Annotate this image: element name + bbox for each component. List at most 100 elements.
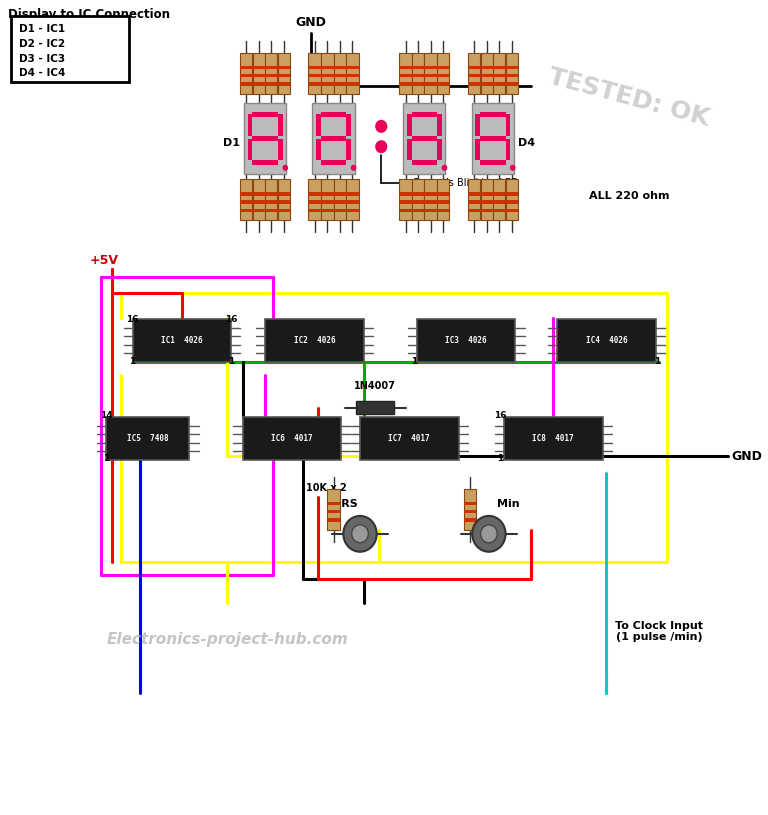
Bar [505, 53, 518, 94]
Text: D1 - IC1: D1 - IC1 [19, 24, 65, 34]
Bar [437, 179, 449, 220]
Bar [505, 114, 510, 136]
Bar [505, 66, 518, 69]
Text: IC4  4026: IC4 4026 [585, 336, 627, 346]
Bar [412, 112, 438, 117]
Bar [425, 66, 436, 69]
Bar [412, 200, 425, 204]
Bar [321, 74, 333, 77]
Bar [265, 200, 277, 204]
Circle shape [352, 525, 369, 543]
Bar [437, 200, 449, 204]
Text: D4: D4 [518, 138, 535, 148]
Bar [481, 209, 493, 212]
Circle shape [510, 165, 515, 171]
Bar [412, 82, 425, 86]
Bar [468, 66, 480, 69]
Bar [320, 112, 346, 117]
Bar [253, 53, 265, 94]
Bar [333, 179, 346, 220]
Bar [412, 53, 425, 94]
Bar [481, 82, 493, 86]
Bar [278, 192, 290, 196]
Bar [468, 82, 480, 86]
Bar [240, 82, 253, 86]
Bar [505, 179, 518, 220]
Bar [278, 179, 290, 220]
Bar [309, 200, 320, 204]
Bar [321, 192, 333, 196]
Bar [493, 179, 505, 220]
Text: IC6  4017: IC6 4017 [271, 434, 313, 443]
Bar [265, 66, 277, 69]
Bar [399, 74, 412, 77]
Text: 1: 1 [103, 453, 109, 463]
Bar [313, 103, 355, 174]
Text: 10K x 2: 10K x 2 [306, 483, 346, 493]
Bar [327, 510, 339, 513]
Text: 16: 16 [225, 315, 237, 324]
Text: GND: GND [731, 450, 763, 463]
Bar [480, 136, 505, 141]
Bar [346, 209, 359, 212]
Bar [412, 136, 438, 141]
Text: HRS: HRS [332, 500, 358, 509]
Bar [346, 192, 359, 196]
Circle shape [442, 165, 447, 171]
Bar [321, 53, 333, 94]
Text: 1: 1 [497, 453, 503, 463]
Text: D4 - IC4: D4 - IC4 [19, 68, 65, 78]
Bar [481, 192, 493, 196]
Bar [278, 209, 290, 212]
Bar [505, 209, 518, 212]
Circle shape [481, 525, 497, 543]
Bar [253, 136, 278, 141]
Text: 1: 1 [412, 356, 418, 366]
Bar [407, 114, 412, 136]
Text: 1: 1 [654, 356, 660, 366]
Bar [425, 82, 436, 86]
Bar [399, 200, 412, 204]
Bar [425, 209, 436, 212]
Text: 1: 1 [130, 356, 136, 366]
Bar [321, 66, 333, 69]
Bar [493, 66, 505, 69]
Bar [399, 179, 412, 220]
Bar [481, 200, 493, 204]
Bar [333, 200, 346, 204]
Bar [425, 53, 436, 94]
Bar [480, 112, 505, 117]
Bar [309, 179, 320, 220]
Text: 16: 16 [127, 315, 139, 324]
Bar [106, 417, 190, 460]
Bar [346, 82, 359, 86]
Bar [468, 209, 480, 212]
Text: D2 - IC2: D2 - IC2 [19, 39, 65, 49]
Bar [468, 200, 480, 204]
Bar [309, 209, 320, 212]
Circle shape [283, 165, 288, 171]
Circle shape [343, 516, 377, 552]
Bar [468, 179, 480, 220]
Text: Display to IC Connection: Display to IC Connection [8, 8, 170, 21]
Bar [309, 53, 320, 94]
Bar [278, 114, 283, 136]
Bar [316, 114, 320, 136]
Bar [247, 114, 253, 136]
Bar [240, 179, 253, 220]
Text: 16: 16 [494, 411, 507, 421]
Bar [425, 74, 436, 77]
Bar [493, 53, 505, 94]
Bar [481, 66, 493, 69]
Bar [468, 74, 480, 77]
Text: D3 - IC3: D3 - IC3 [19, 54, 65, 64]
Bar [356, 401, 394, 414]
Bar [346, 179, 359, 220]
Circle shape [472, 516, 505, 552]
Text: TESTED: OK: TESTED: OK [546, 64, 713, 131]
Bar [346, 53, 359, 94]
Bar [278, 200, 290, 204]
Bar [240, 200, 253, 204]
Bar [240, 74, 253, 77]
Bar [244, 103, 286, 174]
